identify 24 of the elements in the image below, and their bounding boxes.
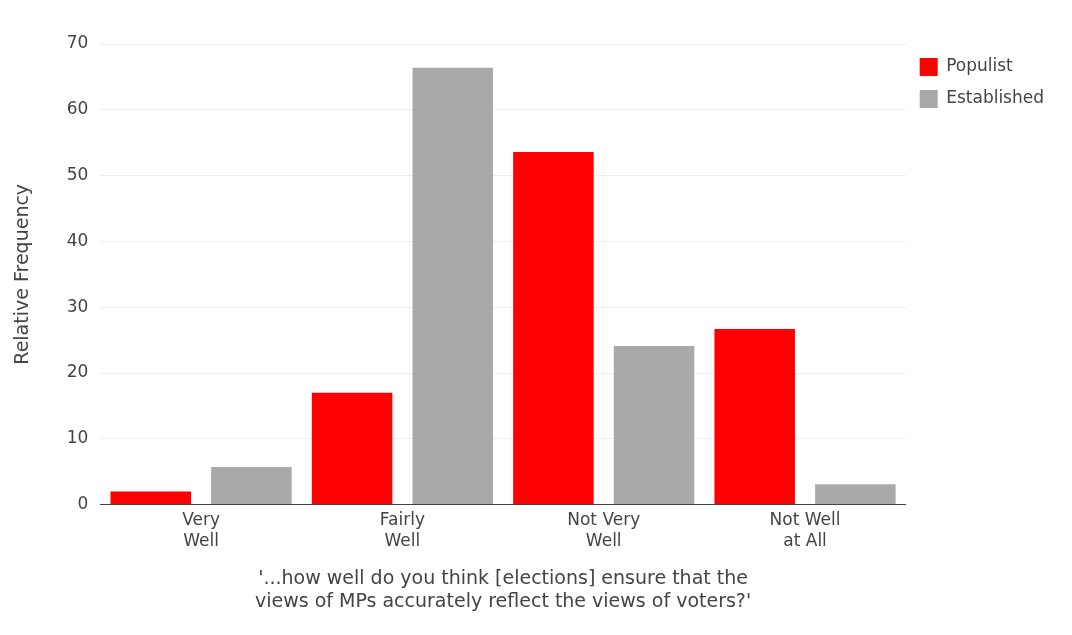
bar (613, 346, 695, 505)
bar (311, 392, 393, 505)
y-axis-title: Relative Frequency (10, 183, 33, 365)
y-tick-label: 20 (66, 361, 89, 382)
y-tick-label: 10 (66, 427, 89, 448)
x-tick-label: Fairly Well (379, 509, 425, 550)
y-tick-label: 30 (66, 295, 89, 316)
x-axis-title: '...how well do you think [elections] ensure that the views of MPs accurately reflect the views of voters?' (254, 565, 752, 611)
y-tick-label: 50 (66, 164, 89, 185)
y-tick-label: 0 (77, 493, 89, 514)
y-tick-label: 40 (66, 229, 89, 250)
legend-label: Populist (946, 55, 1014, 76)
bar (714, 328, 795, 505)
bar (412, 67, 493, 505)
x-tick-label: Not Very Well (567, 509, 641, 550)
bar (110, 491, 192, 505)
y-tick-label: 60 (66, 98, 89, 119)
bar (815, 484, 896, 505)
bar (211, 467, 292, 505)
x-tick-label: Not Well at All (769, 509, 841, 550)
x-tick-label: Very Well (182, 509, 220, 550)
legend-label: Established (946, 87, 1045, 108)
bar (513, 151, 594, 505)
y-tick-label: 70 (66, 32, 89, 53)
